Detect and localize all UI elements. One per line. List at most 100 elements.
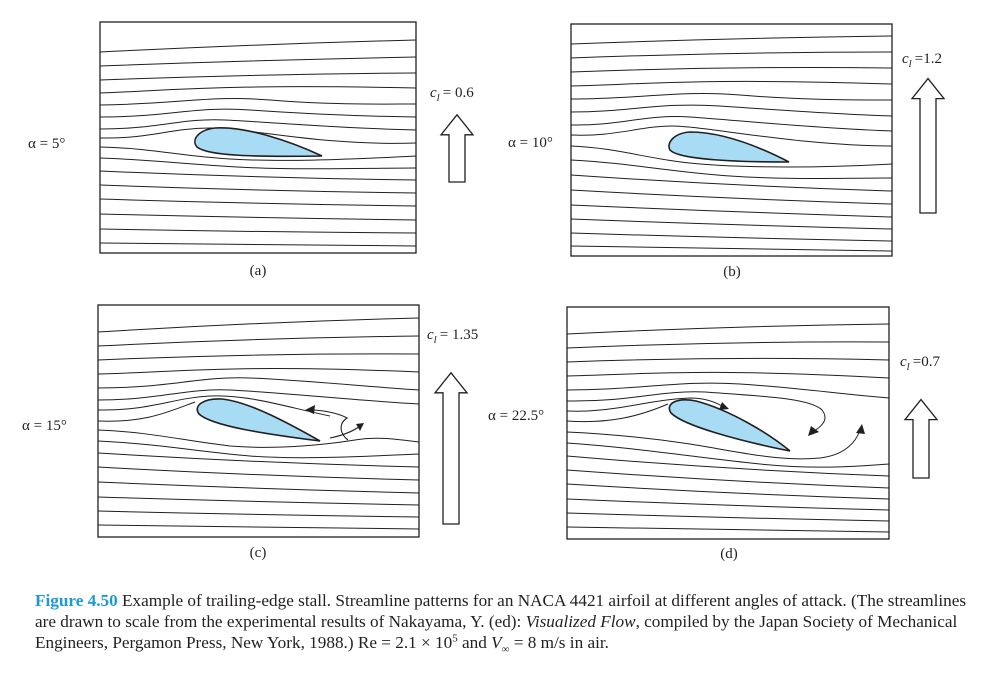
panel-c-airfoil	[196, 398, 321, 442]
caption-text-2: , compiled by the Japan Society of Mecha…	[35, 612, 958, 652]
streamline	[97, 496, 420, 506]
streamline	[97, 401, 196, 422]
streamline	[570, 104, 893, 117]
panel-c-alpha-label: α = 15°	[22, 418, 67, 434]
caption-v-subscript: ∞	[501, 643, 510, 656]
panel-a-airfoil	[194, 127, 323, 158]
streamline	[570, 116, 893, 132]
panel-b	[570, 23, 893, 257]
cl-subscript: l	[434, 334, 437, 346]
streamline	[99, 157, 417, 170]
cl-symbol: c	[430, 85, 437, 101]
streamline	[570, 204, 893, 218]
caption-italic-title: Visualized Flow	[525, 612, 636, 631]
streamline	[570, 245, 893, 252]
caption-text-1: Example of trailing-edge stall. Streamli…	[35, 591, 967, 631]
caption-v-symbol: V	[491, 633, 502, 652]
streamline	[570, 125, 893, 147]
cl-subscript: l	[437, 92, 440, 104]
streamline	[99, 146, 417, 161]
streamline	[566, 498, 890, 511]
streamline	[570, 35, 893, 45]
panel-b-caption: (b)	[723, 264, 741, 280]
caption-text-3: and	[457, 633, 492, 652]
vortex-streamline	[329, 425, 361, 439]
flow-arrow-head	[719, 402, 729, 410]
panel-a-cl-label: cl = 0.6	[430, 85, 474, 104]
streamline	[97, 429, 420, 448]
cl-symbol: c	[902, 51, 909, 67]
streamline	[570, 189, 893, 205]
streamline	[99, 213, 417, 221]
panel-d	[566, 306, 890, 540]
streamline	[566, 357, 890, 363]
cl-symbol: c	[900, 354, 907, 370]
streamline	[570, 80, 893, 87]
cl-symbol: c	[427, 327, 434, 343]
streamline	[97, 335, 420, 347]
streamline	[566, 403, 669, 423]
panel-d-caption: (d)	[720, 546, 738, 562]
streamline	[99, 97, 417, 106]
panel-a-streamlines	[99, 39, 417, 247]
streamline	[99, 119, 417, 131]
streamline	[97, 524, 420, 530]
panel-c-lift-arrow	[433, 371, 469, 525]
streamline	[97, 317, 420, 333]
panel-a-lift-arrow	[439, 113, 475, 183]
panel-d-cl-label: cl =0.7	[900, 354, 940, 373]
panel-b-streamlines	[570, 35, 893, 252]
panel-a	[99, 21, 417, 254]
streamline	[97, 353, 420, 361]
figure-label: Figure 4.50	[35, 591, 118, 610]
streamline	[566, 469, 890, 489]
cl-value: =1.2	[915, 51, 942, 67]
cl-value: = 0.6	[443, 85, 474, 101]
caption-exponent: 5	[452, 632, 458, 645]
streamline	[99, 184, 417, 194]
panel-b-lift-arrow	[910, 77, 946, 214]
streamline	[570, 92, 893, 101]
streamline	[99, 108, 417, 118]
streamline	[566, 455, 890, 477]
cl-subscript: l	[907, 361, 910, 373]
streamline	[97, 510, 420, 518]
panel-c	[97, 304, 420, 538]
streamline	[566, 442, 890, 468]
panel-b-cl-label: cl =1.2	[902, 51, 942, 70]
cl-value: =0.7	[913, 354, 941, 370]
streamline	[97, 368, 420, 375]
streamline	[570, 232, 893, 242]
streamline	[570, 159, 893, 179]
streamline	[99, 170, 417, 181]
panel-a-alpha-label: α = 5°	[28, 136, 65, 152]
streamline	[570, 51, 893, 59]
panel-c-caption: (c)	[250, 545, 267, 561]
streamline	[97, 452, 420, 468]
panel-c-separation-vortex	[305, 405, 364, 441]
streamline	[99, 72, 417, 81]
cl-subscript: l	[909, 58, 912, 70]
streamline	[566, 526, 890, 533]
streamline	[99, 56, 417, 67]
flow-arrow-head	[305, 405, 315, 414]
flow-arrow-head	[808, 426, 819, 436]
streamline	[570, 145, 893, 168]
streamline	[97, 440, 420, 459]
panel-c-cl-label: cl = 1.35	[427, 327, 478, 346]
streamline	[97, 377, 420, 391]
streamline	[99, 228, 417, 234]
streamline	[570, 218, 893, 230]
streamline	[566, 397, 723, 412]
streamline	[99, 198, 417, 207]
streamline	[566, 341, 890, 349]
flow-arrow-head	[856, 424, 865, 434]
streamline	[566, 323, 890, 335]
panel-d-lift-arrow	[903, 398, 939, 479]
figure-caption: Figure 4.50 Example of trailing-edge sta…	[35, 590, 970, 656]
streamline	[566, 483, 890, 500]
panel-d-streamlines	[566, 323, 890, 533]
flow-arrow-head	[356, 423, 364, 431]
panel-d-alpha-label: α = 22.5°	[488, 408, 544, 424]
vortex-streamline	[309, 409, 349, 441]
